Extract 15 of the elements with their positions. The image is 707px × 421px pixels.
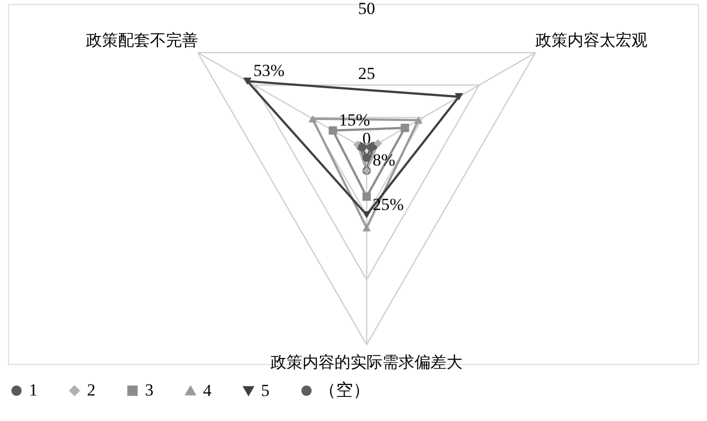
legend-label: 3 — [145, 380, 154, 400]
data-label: 8% — [372, 150, 396, 170]
legend-label: （空） — [319, 380, 370, 400]
legend-label: 2 — [87, 380, 96, 400]
data-label: 53% — [253, 61, 285, 80]
legend-label: 1 — [29, 380, 38, 400]
legend-label: 4 — [203, 380, 212, 400]
data-label: 25% — [372, 194, 404, 214]
y-tick-label: 25 — [358, 64, 376, 84]
spoke-label: 政策配套不完善 — [86, 30, 198, 50]
legend-label: 5 — [261, 380, 270, 400]
spoke-label: 政策内容太宏观 — [535, 30, 648, 50]
data-label: 15% — [338, 110, 370, 130]
y-tick-label: 50 — [358, 0, 376, 18]
spoke-label: 政策内容的实际需求偏差大 — [270, 352, 463, 372]
